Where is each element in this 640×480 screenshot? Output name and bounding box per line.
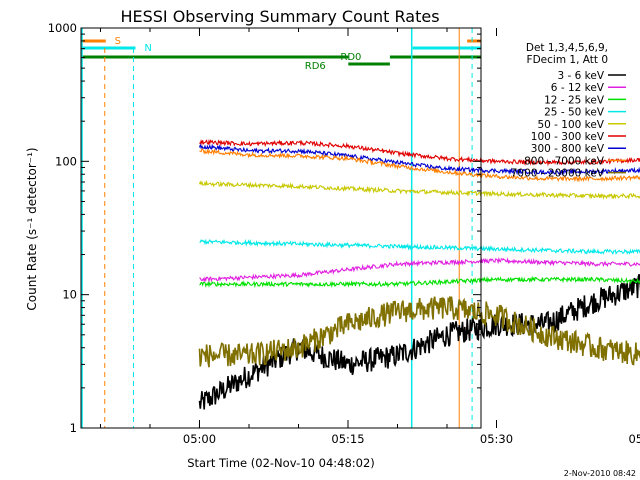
legend-entry-0: 3 - 6 keV (557, 70, 604, 82)
n-bar-label: N (144, 43, 151, 54)
series-line-6 (198, 143, 640, 176)
date-stamp: 2-Nov-2010 08:42 (564, 469, 636, 478)
legend-entry-7: 800 - 7000 keV (524, 155, 605, 167)
legend-entry-5: 100 - 300 keV (531, 131, 605, 143)
status-bars: S N RD0 RD6 (81, 36, 481, 72)
y-tick-label-1: 10 (62, 288, 77, 302)
series-line-1 (199, 256, 640, 283)
legend-entry-2: 12 - 25 keV (544, 94, 605, 106)
legend-entry-4: 50 - 100 keV (537, 119, 604, 131)
legend-header-0: Det 1,3,4,5,6,9, (526, 42, 608, 54)
rd6-label: RD6 (305, 61, 326, 72)
series-line-0 (198, 273, 640, 410)
y-tick-label-0: 1 (70, 421, 77, 435)
series-line-7 (199, 148, 640, 183)
legend-entry-1: 6 - 12 keV (551, 82, 605, 94)
legend: Det 1,3,4,5,6,9,FDecim 1, Att 0 3 - 6 keV… (511, 42, 626, 180)
legend-entry-3: 25 - 50 keV (544, 107, 605, 119)
series-line-3 (199, 238, 640, 256)
series-line-4 (198, 179, 640, 200)
legend-entry-6: 300 - 800 keV (531, 143, 605, 155)
x-tick-label-1: 05:15 (331, 432, 364, 446)
y-tick-label-3: 1000 (48, 21, 77, 35)
x-tick-label-2: 05:30 (480, 432, 513, 446)
x-tick-label-3: 05:45 (628, 432, 640, 446)
series-line-5 (199, 138, 640, 167)
series-group (198, 138, 640, 410)
s-bar-label: S (115, 36, 121, 47)
legend-entry-8: 7000 - 20000 keV (511, 168, 605, 180)
plot-frame (80, 27, 482, 429)
y-tick-label-2: 100 (55, 154, 77, 168)
rd0-label: RD0 (340, 52, 361, 63)
x-axis-label: Start Time (02-Nov-10 04:48:02) (187, 456, 375, 470)
vertical-markers (81, 28, 473, 428)
legend-header-1: FDecim 1, Att 0 (527, 54, 608, 66)
y-axis-label: Count Rate (s⁻¹ detector⁻¹) (25, 147, 39, 310)
x-tick-label-0: 05:00 (183, 432, 216, 446)
series-line-8 (198, 296, 640, 368)
chart-title: HESSI Observing Summary Count Rates (120, 7, 439, 26)
series-line-2 (199, 275, 640, 289)
